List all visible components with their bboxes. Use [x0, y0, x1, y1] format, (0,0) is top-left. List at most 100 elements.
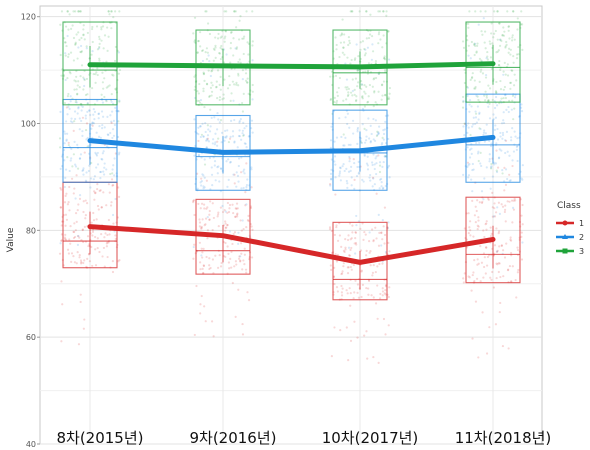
data-point — [471, 199, 474, 203]
data-point — [502, 73, 505, 76]
data-point — [482, 276, 485, 279]
data-point — [516, 248, 520, 252]
data-point — [499, 131, 502, 135]
data-point — [368, 240, 371, 243]
data-point — [251, 59, 254, 62]
data-point — [80, 64, 84, 67]
data-point — [494, 116, 497, 119]
data-point — [511, 94, 515, 97]
data-point — [489, 42, 492, 45]
data-point — [346, 56, 349, 59]
box — [195, 198, 251, 275]
data-point — [216, 144, 219, 147]
data-point — [251, 90, 254, 93]
data-point — [372, 264, 375, 267]
data-point — [74, 43, 77, 46]
data-point — [212, 335, 215, 338]
data-point — [85, 201, 89, 205]
data-point — [352, 297, 355, 300]
data-point — [202, 185, 205, 188]
data-point — [511, 265, 514, 268]
data-point — [201, 251, 204, 254]
data-point — [105, 245, 108, 248]
data-point — [234, 315, 237, 318]
data-point — [511, 127, 514, 130]
data-point — [218, 96, 222, 99]
data-point — [363, 154, 366, 157]
data-point — [467, 26, 470, 29]
data-point — [502, 34, 506, 37]
data-point — [381, 294, 384, 297]
data-point — [374, 226, 377, 229]
data-point — [498, 148, 501, 151]
data-point — [202, 135, 205, 138]
data-point — [220, 35, 223, 38]
data-point — [93, 118, 96, 121]
data-point — [356, 142, 359, 145]
data-point — [207, 140, 211, 143]
data-point — [205, 179, 208, 182]
data-point — [520, 258, 524, 261]
data-point — [212, 59, 215, 62]
data-point — [68, 238, 71, 241]
data-point — [75, 174, 78, 177]
data-point — [387, 241, 390, 244]
data-point — [478, 57, 482, 60]
data-point — [348, 126, 351, 129]
data-point — [329, 75, 332, 78]
data-point — [75, 101, 78, 104]
data-point — [240, 138, 243, 141]
data-point — [63, 201, 67, 204]
data-point — [95, 166, 98, 169]
data-point — [80, 36, 83, 40]
data-point — [480, 261, 484, 264]
data-point — [200, 177, 203, 180]
data-point — [209, 108, 212, 111]
data-point — [90, 161, 93, 165]
data-point — [232, 99, 235, 102]
data-point — [59, 23, 62, 26]
data-point — [244, 79, 248, 82]
data-point — [233, 182, 236, 185]
data-point — [484, 90, 487, 93]
data-point — [335, 99, 339, 103]
data-point — [478, 127, 481, 130]
data-point — [485, 94, 488, 97]
data-point — [387, 96, 390, 99]
data-point — [474, 85, 477, 89]
data-point — [481, 200, 484, 203]
data-point — [488, 87, 492, 90]
data-point — [349, 248, 352, 251]
data-point — [245, 183, 249, 187]
data-point — [104, 232, 107, 235]
data-point — [101, 152, 104, 155]
data-point — [479, 10, 482, 13]
data-point — [371, 43, 374, 46]
data-point — [382, 225, 385, 228]
data-point — [63, 101, 67, 105]
data-point — [469, 234, 472, 237]
data-point — [203, 163, 207, 166]
data-point — [380, 98, 383, 101]
data-point — [344, 238, 347, 241]
data-point — [69, 242, 72, 245]
data-point — [224, 222, 227, 225]
data-point — [92, 178, 95, 181]
data-point — [494, 29, 497, 33]
data-point — [498, 22, 501, 25]
data-point — [75, 220, 78, 223]
data-point — [198, 82, 201, 86]
data-point — [503, 166, 506, 169]
data-point — [491, 206, 494, 209]
data-point — [117, 153, 121, 156]
data-point — [346, 182, 349, 185]
data-point — [82, 28, 85, 31]
data-point — [235, 202, 239, 205]
data-point — [360, 83, 364, 86]
data-point — [217, 225, 220, 228]
data-point — [483, 235, 486, 239]
data-point — [102, 150, 105, 153]
data-point — [102, 47, 105, 50]
data-point — [89, 113, 92, 117]
data-point — [218, 52, 222, 55]
